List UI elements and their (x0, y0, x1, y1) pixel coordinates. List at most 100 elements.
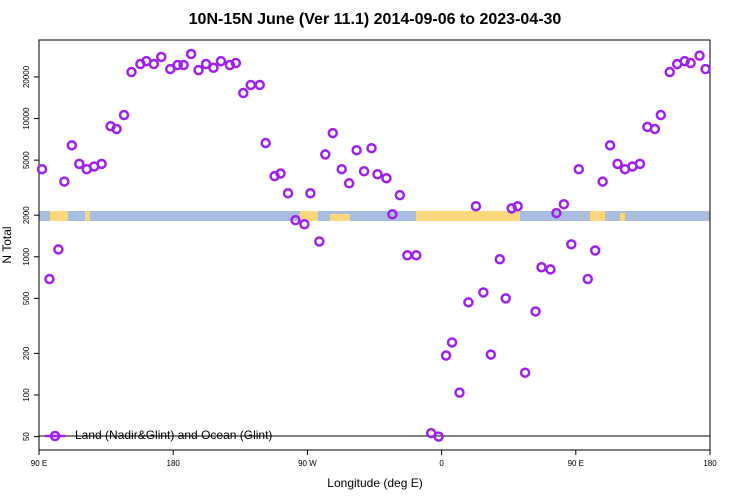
data-point (381, 172, 392, 184)
land-patch (620, 213, 625, 221)
data-point (664, 66, 675, 78)
data-point (536, 261, 547, 273)
data-point (66, 140, 78, 151)
data-point (215, 55, 227, 67)
data-point (604, 140, 616, 151)
data-point (566, 239, 577, 250)
x-tick-label: 90 E (568, 459, 584, 468)
data-point (36, 163, 48, 175)
data-point (500, 293, 511, 304)
data-point (327, 127, 338, 139)
data-point (463, 297, 474, 308)
x-tick-label: 180 (167, 459, 181, 468)
map-strip (39, 211, 710, 221)
data-point (454, 387, 465, 398)
y-tick-label: 10000 (22, 107, 31, 130)
data-point (411, 250, 422, 261)
legend-label: Land (Nadir&Glint) and Ocean (Glint) (75, 428, 272, 442)
y-tick-label: 1000 (22, 247, 31, 265)
data-point (53, 244, 64, 255)
data-point (485, 349, 497, 360)
data-point (700, 63, 711, 75)
data-point (506, 203, 517, 214)
x-tick-label: 90 W (298, 459, 317, 468)
data-point (230, 57, 242, 69)
data-point (573, 163, 585, 175)
x-tick-label: 90 E (31, 459, 47, 468)
data-point (314, 236, 325, 247)
data-point (351, 144, 362, 156)
data-point (470, 200, 482, 212)
data-point (494, 253, 506, 265)
data-point (260, 137, 271, 149)
data-point (118, 109, 130, 121)
data-point (156, 51, 167, 63)
data-point (164, 63, 176, 75)
data-point (545, 264, 556, 275)
data-point (402, 250, 413, 261)
y-tick-label: 5000 (22, 151, 31, 169)
data-point (446, 337, 458, 348)
y-axis-label: N Total (0, 226, 14, 263)
data-point (655, 109, 667, 121)
y-tick-label: 2000 (22, 206, 31, 224)
land-patch (85, 211, 90, 221)
data-point (96, 158, 107, 170)
data-point (111, 123, 122, 135)
y-tick-label: 20000 (22, 65, 31, 88)
data-point (519, 367, 531, 378)
data-point (634, 158, 646, 170)
data-point (597, 176, 608, 187)
data-point (649, 123, 661, 135)
data-point (530, 306, 541, 317)
data-point (372, 169, 383, 180)
data-point (551, 207, 562, 219)
data-point (282, 188, 294, 199)
data-point (208, 62, 219, 74)
data-point (440, 350, 452, 361)
data-point (394, 189, 406, 201)
data-point (74, 158, 85, 170)
data-point (336, 163, 347, 175)
y-tick-label: 500 (22, 291, 31, 305)
data-point (679, 55, 690, 67)
data-point (320, 149, 331, 160)
land-patch (416, 211, 520, 221)
ocean-strip (39, 211, 710, 221)
data-point (126, 66, 137, 78)
data-point (589, 245, 601, 256)
data-point (582, 273, 593, 285)
data-point (193, 64, 204, 76)
data-point (433, 431, 444, 442)
data-point (224, 59, 236, 71)
x-tick-label: 180 (703, 459, 717, 468)
x-tick-label: 0 (439, 459, 444, 468)
y-tick-label: 200 (22, 346, 31, 360)
data-point (612, 158, 623, 170)
data-point (558, 198, 570, 210)
y-tick-label: 50 (22, 432, 31, 441)
chart-title: 10N-15N June (Ver 11.1) 2014-09-06 to 20… (189, 11, 562, 28)
data-point (305, 188, 316, 199)
data-point (254, 79, 265, 91)
data-point (44, 273, 55, 285)
land-patch (330, 214, 350, 221)
legend-marker (49, 430, 61, 442)
data-point (275, 168, 286, 179)
data-point (185, 48, 197, 60)
x-axis-label: Longitude (deg E) (327, 476, 422, 490)
data-point (343, 178, 355, 189)
y-tick-label: 100 (22, 388, 31, 402)
data-point (172, 59, 183, 71)
land-patch (590, 211, 605, 221)
data-point (478, 287, 489, 298)
data-point (694, 50, 705, 61)
plot-frame (38, 39, 711, 451)
data-point (358, 165, 370, 177)
data-point (238, 87, 249, 99)
data-point (148, 58, 160, 70)
data-point (366, 142, 377, 154)
data-point (178, 59, 189, 71)
data-point (685, 57, 696, 69)
